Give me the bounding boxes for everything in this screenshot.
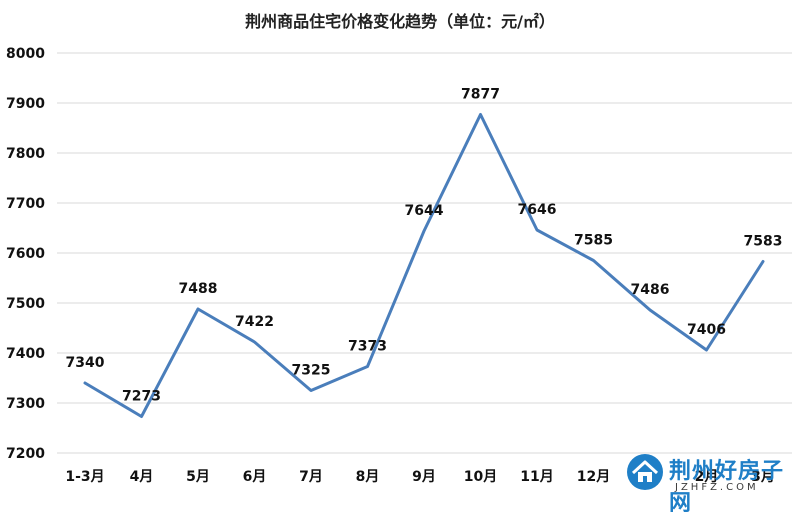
y-tick-label: 7500: [6, 296, 45, 312]
data-label: 7583: [744, 234, 783, 250]
data-label: 7340: [66, 355, 105, 371]
x-tick-label: 6月: [243, 469, 267, 485]
chart-container: 荆州商品住宅价格变化趋势（单位：元/㎡） 7200 7300 7400 7500 760…: [6, 12, 800, 516]
y-tick-label: 7800: [6, 146, 45, 162]
y-tick-label: 7200: [6, 446, 45, 462]
house-logo-icon: [627, 454, 663, 490]
data-label: 7486: [631, 282, 670, 298]
y-tick-label: 7700: [6, 196, 45, 212]
data-label: 7585: [574, 233, 613, 249]
line-chart: 7200 7300 7400 7500 7600 7700 7800 7900 8000 1-3月…: [6, 46, 792, 485]
x-tick-label: 1-3月: [65, 469, 104, 485]
data-label: 7877: [461, 87, 500, 103]
y-tick-label: 8000: [6, 46, 45, 62]
x-tick-label: 5月: [186, 469, 210, 485]
x-tick-label: 8月: [356, 469, 380, 485]
data-label: 7325: [292, 363, 331, 379]
data-label: 7644: [405, 203, 444, 219]
y-tick-label: 7600: [6, 246, 45, 262]
x-tick-label: 3月: [751, 469, 775, 485]
x-tick-label: 9月: [412, 469, 436, 485]
data-label: 7273: [122, 389, 161, 405]
x-tick-label: 10月: [464, 469, 497, 485]
data-label: 7373: [348, 339, 387, 355]
chart-title: 荆州商品住宅价格变化趋势（单位：元/㎡）: [245, 12, 555, 31]
x-tick-label: 7月: [299, 469, 323, 485]
watermark: 荆州好房子网 JZHFZ.COM: [625, 452, 800, 516]
y-tick-label: 7900: [6, 96, 45, 112]
series-line: [83, 113, 765, 418]
y-tick-label: 7300: [6, 396, 45, 412]
x-tick-label: 12月: [577, 469, 610, 485]
watermark-subtext: JZHFZ.COM: [675, 482, 759, 493]
data-label: 7406: [687, 322, 726, 338]
y-tick-label: 7400: [6, 346, 45, 362]
data-label: 7646: [518, 202, 557, 218]
data-label: 7488: [179, 281, 218, 297]
x-tick-label: 4月: [130, 469, 154, 485]
data-label: 7422: [235, 314, 274, 330]
x-tick-label: 2月: [695, 469, 719, 485]
x-tick-label: 11月: [520, 469, 553, 485]
